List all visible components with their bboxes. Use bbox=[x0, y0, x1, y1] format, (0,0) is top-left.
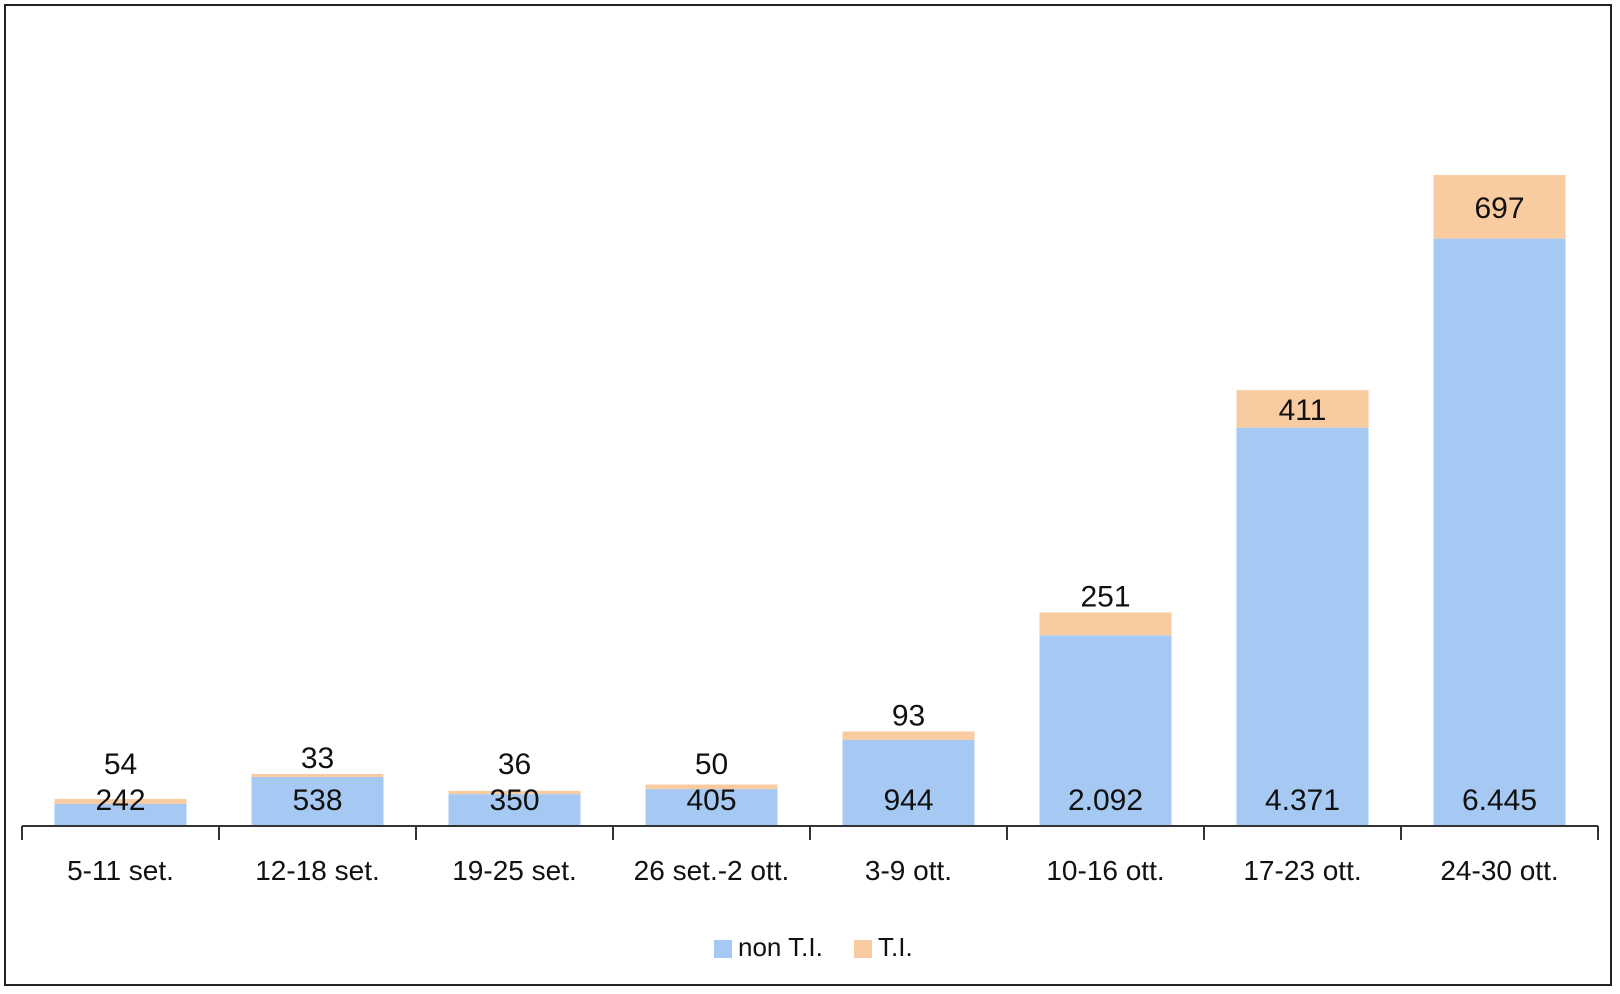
legend-label-0: non T.I. bbox=[738, 932, 823, 962]
legend-label-1: T.I. bbox=[878, 932, 913, 962]
label-ti-7: 697 bbox=[1474, 192, 1524, 225]
label-ti-2: 36 bbox=[498, 748, 531, 781]
label-non-ti-7: 6.445 bbox=[1462, 784, 1537, 817]
x-tick-label-1: 12-18 set. bbox=[255, 855, 380, 886]
legend-swatch-1 bbox=[854, 940, 872, 958]
bar-ti-5 bbox=[1039, 612, 1172, 636]
bar-non-ti-7 bbox=[1433, 238, 1566, 826]
label-non-ti-3: 405 bbox=[686, 784, 736, 817]
bar-non-ti-5 bbox=[1039, 635, 1172, 826]
label-ti-6: 411 bbox=[1279, 394, 1327, 427]
label-ti-5: 251 bbox=[1080, 580, 1130, 613]
bar-ti-2 bbox=[448, 790, 581, 795]
label-non-ti-4: 944 bbox=[883, 784, 933, 817]
legend-swatch-0 bbox=[714, 940, 732, 958]
bar-non-ti-0 bbox=[54, 803, 187, 826]
label-non-ti-0: 242 bbox=[95, 784, 145, 817]
bar-ti-6 bbox=[1236, 390, 1369, 428]
bar-ti-1 bbox=[251, 773, 384, 777]
x-tick-label-2: 19-25 set. bbox=[452, 855, 577, 886]
label-ti-4: 93 bbox=[892, 699, 925, 732]
bar-ti-3 bbox=[645, 784, 778, 790]
x-tick-label-5: 10-16 ott. bbox=[1046, 855, 1164, 886]
label-non-ti-2: 350 bbox=[489, 784, 539, 817]
bar-ti-4 bbox=[842, 731, 975, 740]
bar-ti-7 bbox=[1433, 175, 1566, 239]
label-ti-3: 50 bbox=[695, 748, 728, 781]
label-non-ti-5: 2.092 bbox=[1068, 784, 1143, 817]
x-axis: 5-11 set. 12-18 set. 19-25 set. 26 set.-2 o… bbox=[21, 825, 1599, 886]
bar-non-ti-2 bbox=[448, 794, 581, 826]
bar-non-ti-1 bbox=[251, 776, 384, 826]
bar-ti-0 bbox=[54, 799, 187, 804]
label-ti-0: 54 bbox=[104, 748, 137, 781]
x-tick-label-6: 17-23 ott. bbox=[1243, 855, 1361, 886]
x-tick-label-3: 26 set.-2 ott. bbox=[634, 855, 790, 886]
label-non-ti-6: 4.371 bbox=[1265, 784, 1340, 817]
bar-non-ti-3 bbox=[645, 789, 778, 826]
label-non-ti-1: 538 bbox=[292, 784, 342, 817]
legend: non T.I. T.I. bbox=[714, 932, 913, 962]
bars-group bbox=[54, 175, 1566, 826]
x-tick-label-0: 5-11 set. bbox=[67, 855, 174, 886]
bar-non-ti-4 bbox=[842, 739, 975, 826]
x-tick-label-7: 24-30 ott. bbox=[1440, 855, 1558, 886]
x-tick-label-4: 3-9 ott. bbox=[865, 855, 952, 886]
bar-non-ti-6 bbox=[1236, 427, 1369, 826]
label-ti-1: 33 bbox=[301, 742, 334, 775]
